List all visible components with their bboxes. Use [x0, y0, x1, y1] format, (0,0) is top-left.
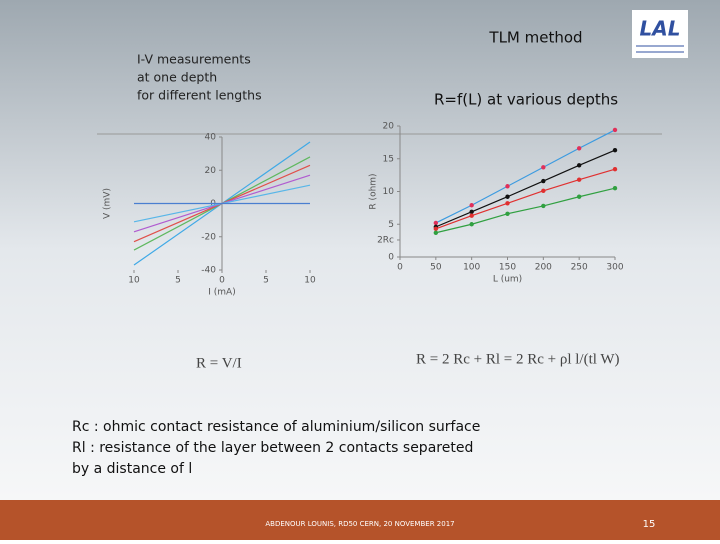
y-tick-label: 10: [383, 187, 395, 197]
x-tick-label: 100: [463, 263, 480, 273]
point: [433, 230, 439, 235]
x-tick-label: 10: [304, 276, 316, 286]
description: Rc : ohmic contact resistance of alumini…: [72, 419, 480, 435]
y-tick-label: 2Rc: [377, 235, 394, 245]
point: [576, 194, 582, 199]
point: [505, 184, 510, 189]
series-line: [435, 168, 616, 230]
y-axis-label: R (ohm): [369, 173, 379, 209]
x-tick-label: 300: [606, 263, 623, 273]
svg-text:LAL: LAL: [640, 17, 681, 41]
y-tick-label: 20: [205, 166, 217, 176]
series-line: [435, 187, 616, 234]
point: [469, 209, 474, 215]
background: [0, 0, 720, 500]
point: [541, 203, 546, 209]
point: [505, 211, 510, 216]
formula: R = 2 Rc + Rl = 2 Rc + ρl l/(tl W): [416, 351, 620, 367]
point: [541, 178, 546, 184]
point: [433, 226, 439, 232]
title: TLM method: [488, 29, 582, 47]
x-tick-label: 0: [219, 276, 225, 286]
point: [505, 194, 510, 199]
caption: at one depth: [137, 70, 217, 85]
series-line: [435, 149, 616, 228]
point: [469, 222, 474, 227]
y-tick-label: 0: [388, 253, 394, 263]
y-tick-label: 5: [388, 220, 394, 230]
point: [541, 165, 546, 170]
point: [469, 213, 474, 218]
point: [612, 127, 618, 133]
y-tick-label: 15: [383, 154, 394, 164]
x-tick-label: 10: [128, 276, 140, 286]
series-line: [435, 129, 616, 224]
point: [576, 146, 582, 151]
x-tick-label: 250: [571, 263, 588, 273]
x-tick-label: 150: [499, 263, 516, 273]
formula: R = V/I: [196, 355, 242, 371]
point: [541, 188, 546, 194]
point: [612, 167, 618, 172]
point: [612, 186, 618, 191]
point: [612, 148, 618, 153]
caption: R=f(L) at various depths: [434, 91, 618, 109]
y-tick-label: -40: [201, 266, 216, 276]
y-tick-label: 20: [383, 122, 395, 132]
point: [469, 203, 474, 208]
point: [576, 177, 582, 182]
description: Rl : resistance of the layer between 2 c…: [72, 440, 473, 456]
point: [505, 201, 510, 206]
x-tick-label: 200: [535, 263, 552, 273]
y-axis-label: V (mV): [103, 188, 113, 219]
caption: I-V measurements: [137, 52, 251, 67]
footer-band: [0, 500, 720, 540]
x-tick-label: 5: [263, 276, 269, 286]
y-tick-label: 40: [205, 133, 217, 143]
point: [576, 163, 582, 168]
x-tick-label: 50: [430, 263, 442, 273]
page-number: 15: [643, 519, 656, 530]
x-axis-label: L (um): [493, 275, 522, 285]
x-axis-label: I (mA): [208, 288, 235, 298]
x-tick-label: 0: [397, 263, 403, 273]
footer: ABDENOUR LOUNIS, RD50 CERN, 20 NOVEMBER …: [265, 520, 454, 528]
caption: for different lengths: [137, 88, 262, 103]
point: [433, 220, 439, 226]
logo: LAL: [632, 10, 688, 58]
y-tick-label: -20: [201, 232, 216, 242]
description: by a distance of l: [72, 461, 192, 477]
x-tick-label: 5: [175, 276, 181, 286]
